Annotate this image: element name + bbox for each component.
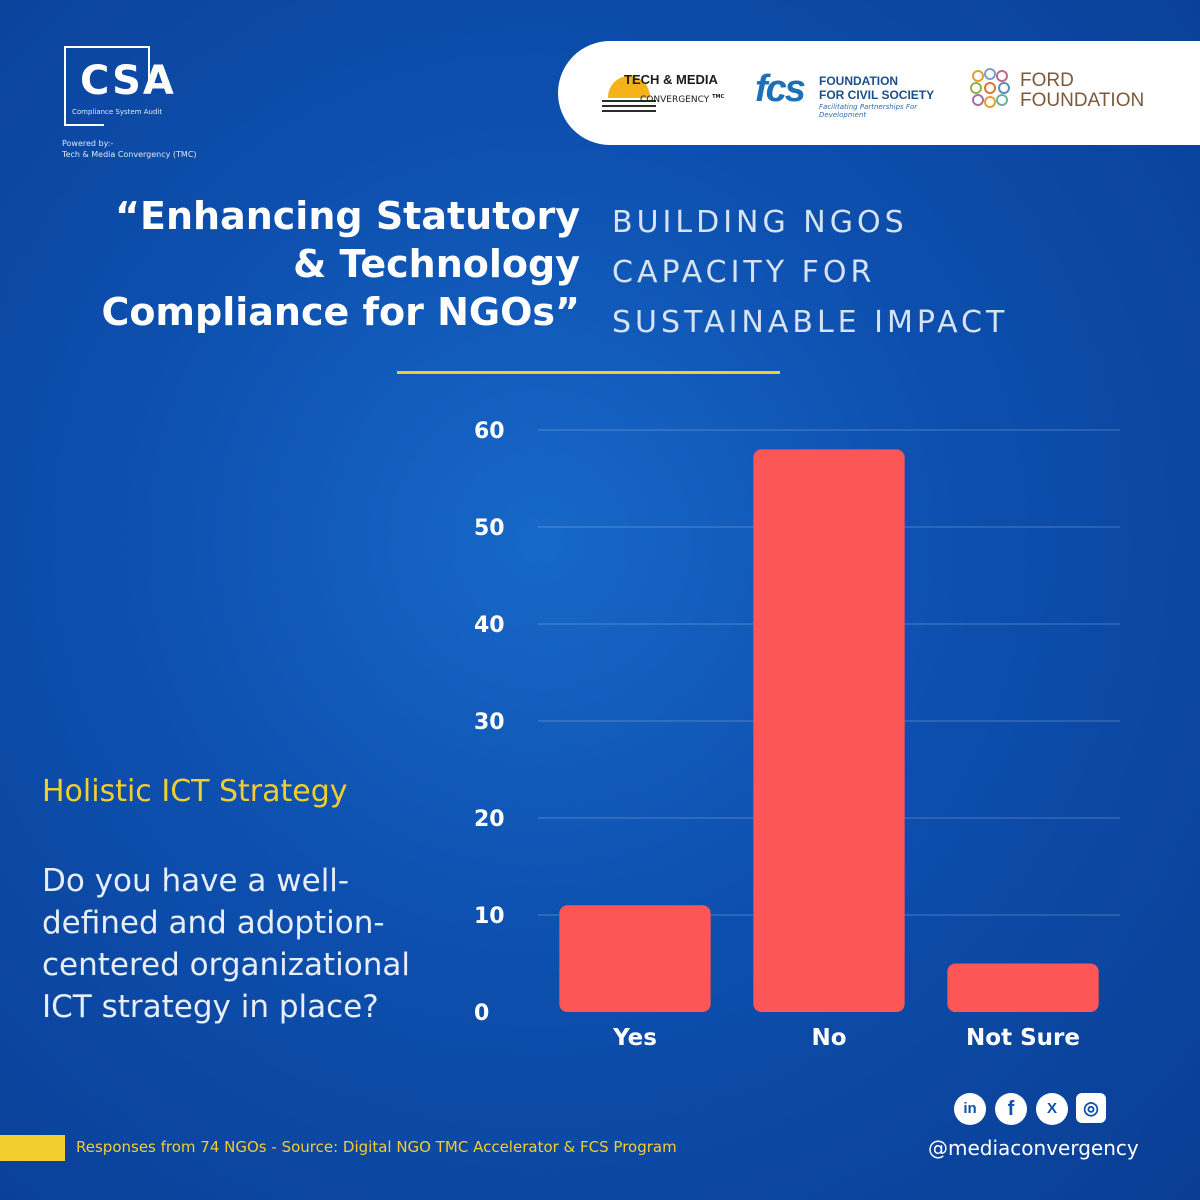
y-tick-label: 50	[474, 516, 505, 541]
fcs-partner-logo: fcs FOUNDATION FOR CIVIL SOCIETY Facilit…	[755, 66, 955, 122]
sun-icon	[608, 76, 650, 98]
partner-banner	[558, 41, 1200, 145]
tmc-partner-logo: TECH & MEDIA CONVERGENCY TMC	[598, 66, 738, 126]
csa-logo-frame-bottom	[64, 124, 104, 126]
horizon-icon	[602, 100, 656, 115]
y-tick-label: 10	[474, 904, 505, 929]
powered-by-line1: Powered by:-	[62, 139, 114, 148]
headline-line2: & Technology	[293, 242, 580, 286]
bar-chart: 0 10 20 30 40 50 60 Yes No Not Sure	[474, 419, 1120, 1051]
chart-x-axis: Yes No Not Sure	[612, 1025, 1080, 1051]
tagline-line2: CAPACITY FOR	[612, 255, 876, 290]
y-tick-label: 40	[474, 613, 505, 638]
fcs-tagline: Facilitating Partnerships For Developmen…	[819, 103, 918, 119]
tagline-line1: BUILDING NGOS	[612, 205, 908, 240]
fcs-title-line1: FOUNDATION	[819, 74, 899, 88]
linkedin-icon[interactable]: in	[954, 1093, 986, 1125]
y-tick-label: 20	[474, 807, 505, 832]
bar-no	[753, 449, 905, 1012]
y-tick-label: 30	[474, 710, 505, 735]
csa-logo-subtitle: Compliance System Audit	[72, 108, 163, 116]
ford-title-line1: FORD	[1020, 70, 1074, 91]
powered-by: Powered by:- Tech & Media Convergency (T…	[62, 138, 197, 160]
csa-logo-frame-right	[148, 46, 150, 86]
y-tick-label: 60	[474, 419, 505, 444]
csa-logo: CSA	[80, 58, 176, 104]
social-links: in f X ◎	[954, 1093, 1114, 1127]
bar-not-sure	[947, 963, 1099, 1012]
source-note: Responses from 74 NGOs - Source: Digital…	[76, 1138, 677, 1156]
fcs-mark: fcs	[755, 68, 806, 110]
facebook-icon[interactable]: f	[995, 1093, 1027, 1125]
headline-line1: “Enhancing Statutory	[115, 194, 580, 238]
survey-question: Do you have a well-defined and adoption-…	[42, 863, 411, 1025]
csa-logo-frame	[64, 46, 150, 126]
ford-title-line2: FOUNDATION	[1020, 90, 1145, 111]
chart-y-axis: 0 10 20 30 40 50 60	[474, 419, 505, 1026]
ford-partner-logo: FORD FOUNDATION	[968, 66, 1168, 116]
headline: “Enhancing Statutory & Technology Compli…	[60, 192, 580, 336]
x-tick-label: Yes	[612, 1025, 657, 1051]
social-handle[interactable]: @mediaconvergency	[928, 1136, 1139, 1160]
tmc-subtitle-text: CONVERGENCY	[640, 95, 710, 105]
x-tick-label: Not Sure	[966, 1025, 1080, 1051]
fcs-title-line2: FOR CIVIL SOCIETY	[819, 88, 935, 102]
tmc-title: TECH & MEDIA	[624, 72, 718, 87]
tagline-line3: SUSTAINABLE IMPACT	[612, 305, 1009, 340]
yellow-divider	[397, 371, 780, 374]
bar-yes	[559, 905, 711, 1012]
chart-bars	[559, 449, 1099, 1012]
instagram-icon[interactable]: ◎	[1076, 1093, 1106, 1123]
y-tick-label: 0	[474, 1001, 489, 1026]
x-tick-label: No	[811, 1025, 846, 1051]
footer-accent	[0, 1135, 65, 1161]
tmc-subtitle: CONVERGENCY TMC	[640, 94, 724, 105]
x-icon[interactable]: X	[1036, 1093, 1068, 1125]
headline-line3: Compliance for NGOs”	[101, 290, 580, 334]
tagline: BUILDING NGOS CAPACITY FOR SUSTAINABLE I…	[612, 198, 1008, 348]
powered-by-line2: Tech & Media Convergency (TMC)	[62, 150, 197, 159]
section-title: Holistic ICT Strategy	[42, 774, 348, 809]
ford-rings-icon	[970, 68, 1010, 108]
tmc-mark: TMC	[712, 94, 725, 100]
